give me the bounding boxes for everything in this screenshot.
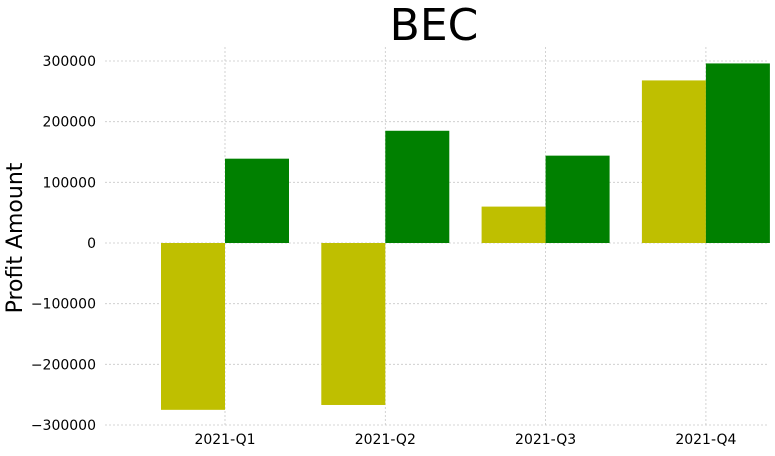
bar-series-2 [705,63,770,243]
bar-series-2 [385,130,450,243]
y-tick-label: −300000 [31,418,96,434]
x-tick-label: 2021-Q4 [675,432,736,448]
bar-series-1 [641,80,706,243]
y-tick-label: 100000 [43,175,96,191]
chart-title: BEC [390,0,479,51]
y-tick-label: −100000 [31,297,96,313]
y-tick-label: 300000 [43,54,96,70]
y-axis-label: Profit Amount [3,162,28,313]
bars [161,63,770,410]
bar-series-2 [545,155,610,243]
x-tick-label: 2021-Q3 [515,432,576,448]
bar-series-1 [481,206,546,243]
x-tick-label: 2021-Q2 [355,432,416,448]
bar-series-1 [321,243,386,405]
y-tick-label: 0 [87,236,96,252]
y-tick-label: 200000 [43,115,96,131]
y-tick-labels: −300000 −200000 −100000 0 100000 200000 300000 [31,54,96,434]
bar-series-2 [225,158,289,243]
x-tick-labels: 2021-Q1 2021-Q2 2021-Q3 2021-Q4 [194,432,736,448]
x-tick-label: 2021-Q1 [194,432,255,448]
bar-series-1 [161,243,225,410]
y-tick-label: −200000 [31,357,96,373]
